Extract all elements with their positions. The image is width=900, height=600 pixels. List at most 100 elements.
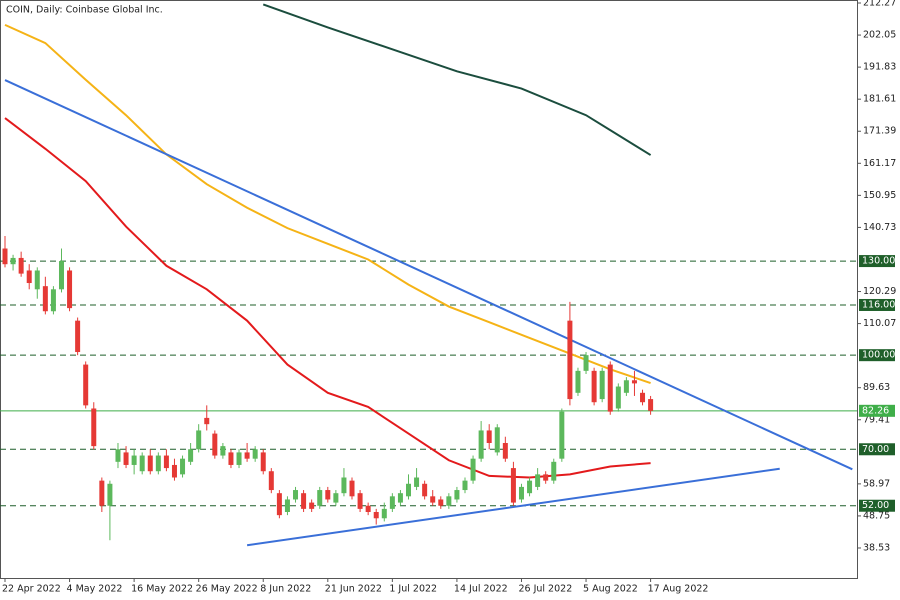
y-tick-label: 191.83 xyxy=(863,62,896,73)
chart-title: COIN, Daily: Coinbase Global Inc. xyxy=(6,5,163,16)
candle-body xyxy=(123,452,129,465)
candle-body xyxy=(284,499,290,513)
y-tick-label: 212.27 xyxy=(863,0,896,9)
candle-body xyxy=(648,399,654,411)
candle-body xyxy=(333,493,339,503)
candle-body xyxy=(389,496,395,509)
x-tick-label: 21 Jun 2022 xyxy=(325,584,382,595)
candle-body xyxy=(50,289,56,312)
y-tick-label: 120.29 xyxy=(863,286,896,297)
candle-body xyxy=(67,270,73,309)
level-label-box xyxy=(859,443,895,456)
candle-body xyxy=(42,286,48,312)
candle-body xyxy=(26,270,32,284)
candle-body xyxy=(147,455,153,472)
moving-average xyxy=(4,23,651,385)
plot-frame xyxy=(0,0,858,579)
candle-body xyxy=(615,386,621,409)
candle-body xyxy=(470,458,476,481)
x-tick-label: 1 Jul 2022 xyxy=(389,584,437,595)
candle-body xyxy=(535,474,541,487)
y-tick-label: 38.53 xyxy=(863,542,890,553)
candle-body xyxy=(276,493,282,516)
candle-body xyxy=(494,427,500,453)
y-tick-label: 161.17 xyxy=(863,158,896,169)
level-label-box xyxy=(859,298,895,311)
candle-body xyxy=(640,392,646,403)
level-label: 70.00 xyxy=(862,444,889,455)
candle-body xyxy=(155,455,161,472)
candle-body xyxy=(131,455,137,465)
y-tick-label: 48.75 xyxy=(863,510,890,521)
candle-body xyxy=(462,480,468,491)
candle-body xyxy=(236,452,242,465)
candle-body xyxy=(115,449,121,462)
candle-body xyxy=(107,483,113,506)
x-tick-label: 4 May 2022 xyxy=(67,584,123,595)
candle-body xyxy=(559,411,565,459)
y-tick-label: 202.05 xyxy=(863,30,896,41)
candle-body xyxy=(75,320,81,353)
candle-body xyxy=(309,502,315,509)
candle-body xyxy=(365,505,371,513)
candle-body xyxy=(414,477,420,487)
candle-body xyxy=(446,496,452,506)
trend-line xyxy=(4,79,853,471)
level-label: 100.00 xyxy=(862,350,895,361)
candle-body xyxy=(2,248,8,265)
candle-body xyxy=(317,490,323,506)
x-tick-label: 16 May 2022 xyxy=(131,584,193,595)
y-tick-label: 140.73 xyxy=(863,222,896,233)
y-tick-label: 181.61 xyxy=(863,94,896,105)
candle-body xyxy=(260,452,266,472)
level-label: 116.00 xyxy=(862,299,895,310)
candle-body xyxy=(486,430,492,443)
candle-body xyxy=(163,455,169,469)
candle-body xyxy=(252,449,258,459)
level-label-box xyxy=(859,255,895,268)
candle-body xyxy=(196,430,202,450)
level-label: 130.00 xyxy=(862,256,895,267)
level-label: 52.00 xyxy=(862,500,889,511)
candle-body xyxy=(430,496,436,503)
candle-body xyxy=(527,480,533,494)
moving-average xyxy=(262,3,652,156)
candle-body xyxy=(583,355,589,371)
candle-body xyxy=(551,461,557,481)
candle-body xyxy=(204,417,210,425)
candle-body xyxy=(34,270,40,290)
x-tick-label: 5 Aug 2022 xyxy=(583,584,638,595)
candle-body xyxy=(406,483,411,497)
candle-body xyxy=(171,464,177,478)
candle-body xyxy=(91,408,97,447)
candle-body xyxy=(623,380,629,393)
trend-line xyxy=(246,467,780,547)
candle-body xyxy=(83,364,89,406)
candle-body xyxy=(454,490,460,500)
level-label-box xyxy=(859,404,895,417)
candle-body xyxy=(607,364,613,412)
candle-body xyxy=(58,261,64,290)
candle-body xyxy=(502,442,508,459)
y-tick-label: 58.97 xyxy=(863,478,890,489)
y-tick-label: 150.95 xyxy=(863,190,896,201)
x-tick-label: 26 May 2022 xyxy=(196,584,258,595)
candle-body xyxy=(373,512,379,519)
candle-body xyxy=(518,486,524,500)
candle-body xyxy=(357,493,363,509)
candle-body xyxy=(18,257,24,274)
candle-body xyxy=(599,370,605,400)
candle-body xyxy=(543,474,549,481)
candle-body xyxy=(631,380,637,384)
candle-body xyxy=(422,483,428,497)
level-label: 82.26 xyxy=(862,405,889,416)
candle-body xyxy=(478,430,484,459)
y-tick-label: 110.07 xyxy=(863,318,896,329)
candle-body xyxy=(10,257,16,265)
x-tick-label: 22 Apr 2022 xyxy=(2,584,61,595)
candle-body xyxy=(567,320,573,400)
x-tick-label: 8 Jun 2022 xyxy=(260,584,311,595)
candle-body xyxy=(293,490,299,500)
candle-body xyxy=(188,449,194,462)
candle-body xyxy=(397,493,403,503)
